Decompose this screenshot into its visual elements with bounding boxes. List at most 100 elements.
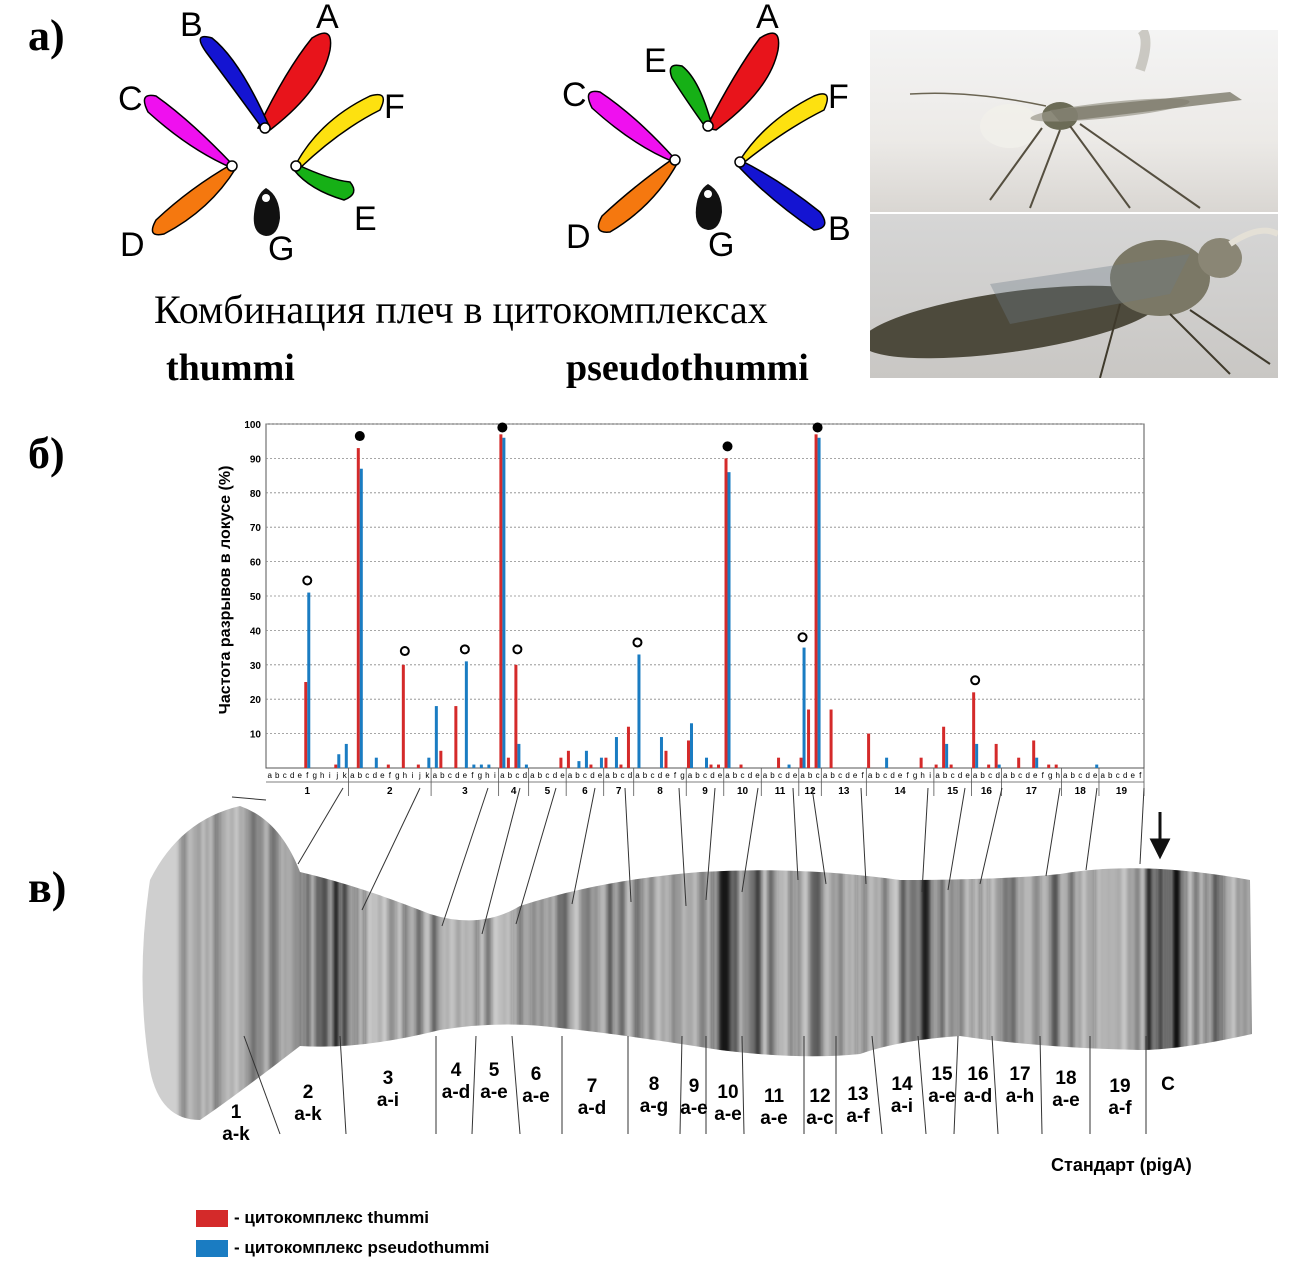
legend-pseudothummi: - цитокомплекс pseudothummi <box>196 1238 489 1258</box>
map-connector-lines <box>231 787 1147 1135</box>
label-F-pseudothummi: F <box>828 78 849 116</box>
label-C-pseudothummi: C <box>562 76 587 114</box>
chromosome-band <box>239 806 243 1120</box>
band-labels: 1a-k2a-k3a-i4a-d5a-e6a-e 7a-d8a-g9a-e10a-… <box>222 1060 1175 1145</box>
pseudothummi-karyotype: A E C D B F G <box>562 0 851 264</box>
arrow-icon <box>1149 812 1171 860</box>
chromosome-band <box>300 806 303 1120</box>
label-C-thummi: C <box>118 80 143 118</box>
band-number-label: 14 <box>891 1074 913 1095</box>
map-connector-line <box>811 787 827 885</box>
band-number-label: 15 <box>931 1064 953 1085</box>
chromosome-band <box>1106 806 1110 1120</box>
chromosome-band <box>563 806 568 1120</box>
chromosome-band <box>454 806 456 1120</box>
arm-A-pseudothummi <box>704 32 780 131</box>
map-connector-line <box>947 787 966 891</box>
chromosome-band <box>908 806 914 1120</box>
chromosome-band <box>774 806 778 1120</box>
chromosome-band <box>668 806 670 1120</box>
map-connector-line <box>515 787 557 925</box>
chromosome-band <box>940 806 944 1120</box>
chromosome-band <box>848 806 851 1120</box>
map-connector-line <box>231 796 267 801</box>
label-G-thummi: G <box>268 230 294 268</box>
chromosome-band <box>655 806 657 1120</box>
chromosome-band <box>866 806 870 1120</box>
map-connector-line <box>860 787 867 885</box>
band-number-label: 17 <box>1009 1064 1030 1085</box>
label-D-thummi: D <box>120 226 145 264</box>
band-range-label: a-d <box>578 1098 607 1119</box>
chromosome-band <box>872 806 877 1120</box>
chromosome-band <box>962 806 965 1120</box>
map-connector-line <box>571 787 596 905</box>
chromosome-band <box>1086 806 1091 1120</box>
map-connector-line <box>511 1035 521 1135</box>
chromosome-band <box>1078 806 1081 1120</box>
chromosome-band <box>703 806 706 1120</box>
chromosome-band <box>216 806 220 1120</box>
chromosome-band <box>490 806 492 1120</box>
legend-swatch-pseudothummi <box>196 1239 228 1257</box>
arm-E-pseudothummi <box>669 64 713 129</box>
chromosome-band <box>979 806 982 1120</box>
band-number-label: 13 <box>847 1084 868 1105</box>
standard-label: Стандарт (pigA) <box>1051 1155 1192 1175</box>
map-connector-line <box>953 1035 959 1135</box>
chromosome-band <box>1044 806 1049 1120</box>
map-connector-line <box>243 1035 281 1135</box>
chromosome-band <box>748 806 754 1120</box>
chromosome-band <box>987 806 990 1120</box>
chromosome-band <box>730 806 733 1120</box>
chromosome-band <box>548 806 552 1120</box>
chromosome-band <box>1222 806 1225 1120</box>
chromosome-band <box>293 806 298 1120</box>
chromosome-band <box>724 806 730 1120</box>
chromosome-band <box>1134 806 1140 1120</box>
chromosome-band <box>485 806 490 1120</box>
chromosome-band <box>524 806 530 1120</box>
chromosome-band <box>934 806 937 1120</box>
band-range-label: a-c <box>806 1108 834 1129</box>
chromosome-band <box>1193 806 1198 1120</box>
chromosome-band <box>372 806 375 1120</box>
chromosome-band <box>1150 806 1152 1120</box>
chromosome-band <box>1001 806 1007 1120</box>
chromosome-band <box>995 806 1000 1120</box>
chromosome-band <box>1118 806 1121 1120</box>
legend-label-pseudothummi: - цитокомплекс pseudothummi <box>234 1238 490 1257</box>
arm-C-thummi <box>143 94 233 170</box>
chromosome-band <box>191 806 197 1120</box>
chromosome-band <box>1237 806 1239 1120</box>
band-range-label: a-d <box>964 1086 993 1107</box>
chromosome-band <box>256 806 259 1120</box>
chromosome-band <box>333 806 339 1120</box>
band-number-label: 4 <box>451 1060 462 1081</box>
chromosome-band <box>1159 806 1163 1120</box>
map-connector-line <box>339 1035 347 1135</box>
band-range-label: a-e <box>1052 1090 1079 1111</box>
chromosome-G-thummi <box>253 188 280 236</box>
map-connector-line <box>921 787 929 893</box>
chromosome-band <box>320 806 325 1120</box>
chromosome-band <box>601 806 604 1120</box>
chromosome-band <box>1204 806 1208 1120</box>
chromosome-band <box>679 806 681 1120</box>
map-connector-line <box>979 787 1003 885</box>
label-F-thummi: F <box>384 88 405 126</box>
label-B-thummi: B <box>180 6 203 44</box>
map-connector-line <box>1139 787 1145 865</box>
chromosome-band <box>556 806 562 1120</box>
chromosome-band <box>1155 806 1157 1120</box>
chromosome-band <box>266 806 272 1120</box>
chromosome-band <box>1146 806 1151 1120</box>
chromosome-band <box>1228 806 1231 1120</box>
chromosome-band <box>1100 806 1104 1120</box>
chromosome-band <box>511 806 514 1120</box>
legend-label-thummi: - цитокомплекс thummi <box>234 1208 429 1227</box>
chromosome-band <box>819 806 822 1120</box>
arm-C-pseudothummi <box>587 90 675 164</box>
band-number-label: 12 <box>809 1086 830 1107</box>
chromosome-band <box>539 806 545 1120</box>
